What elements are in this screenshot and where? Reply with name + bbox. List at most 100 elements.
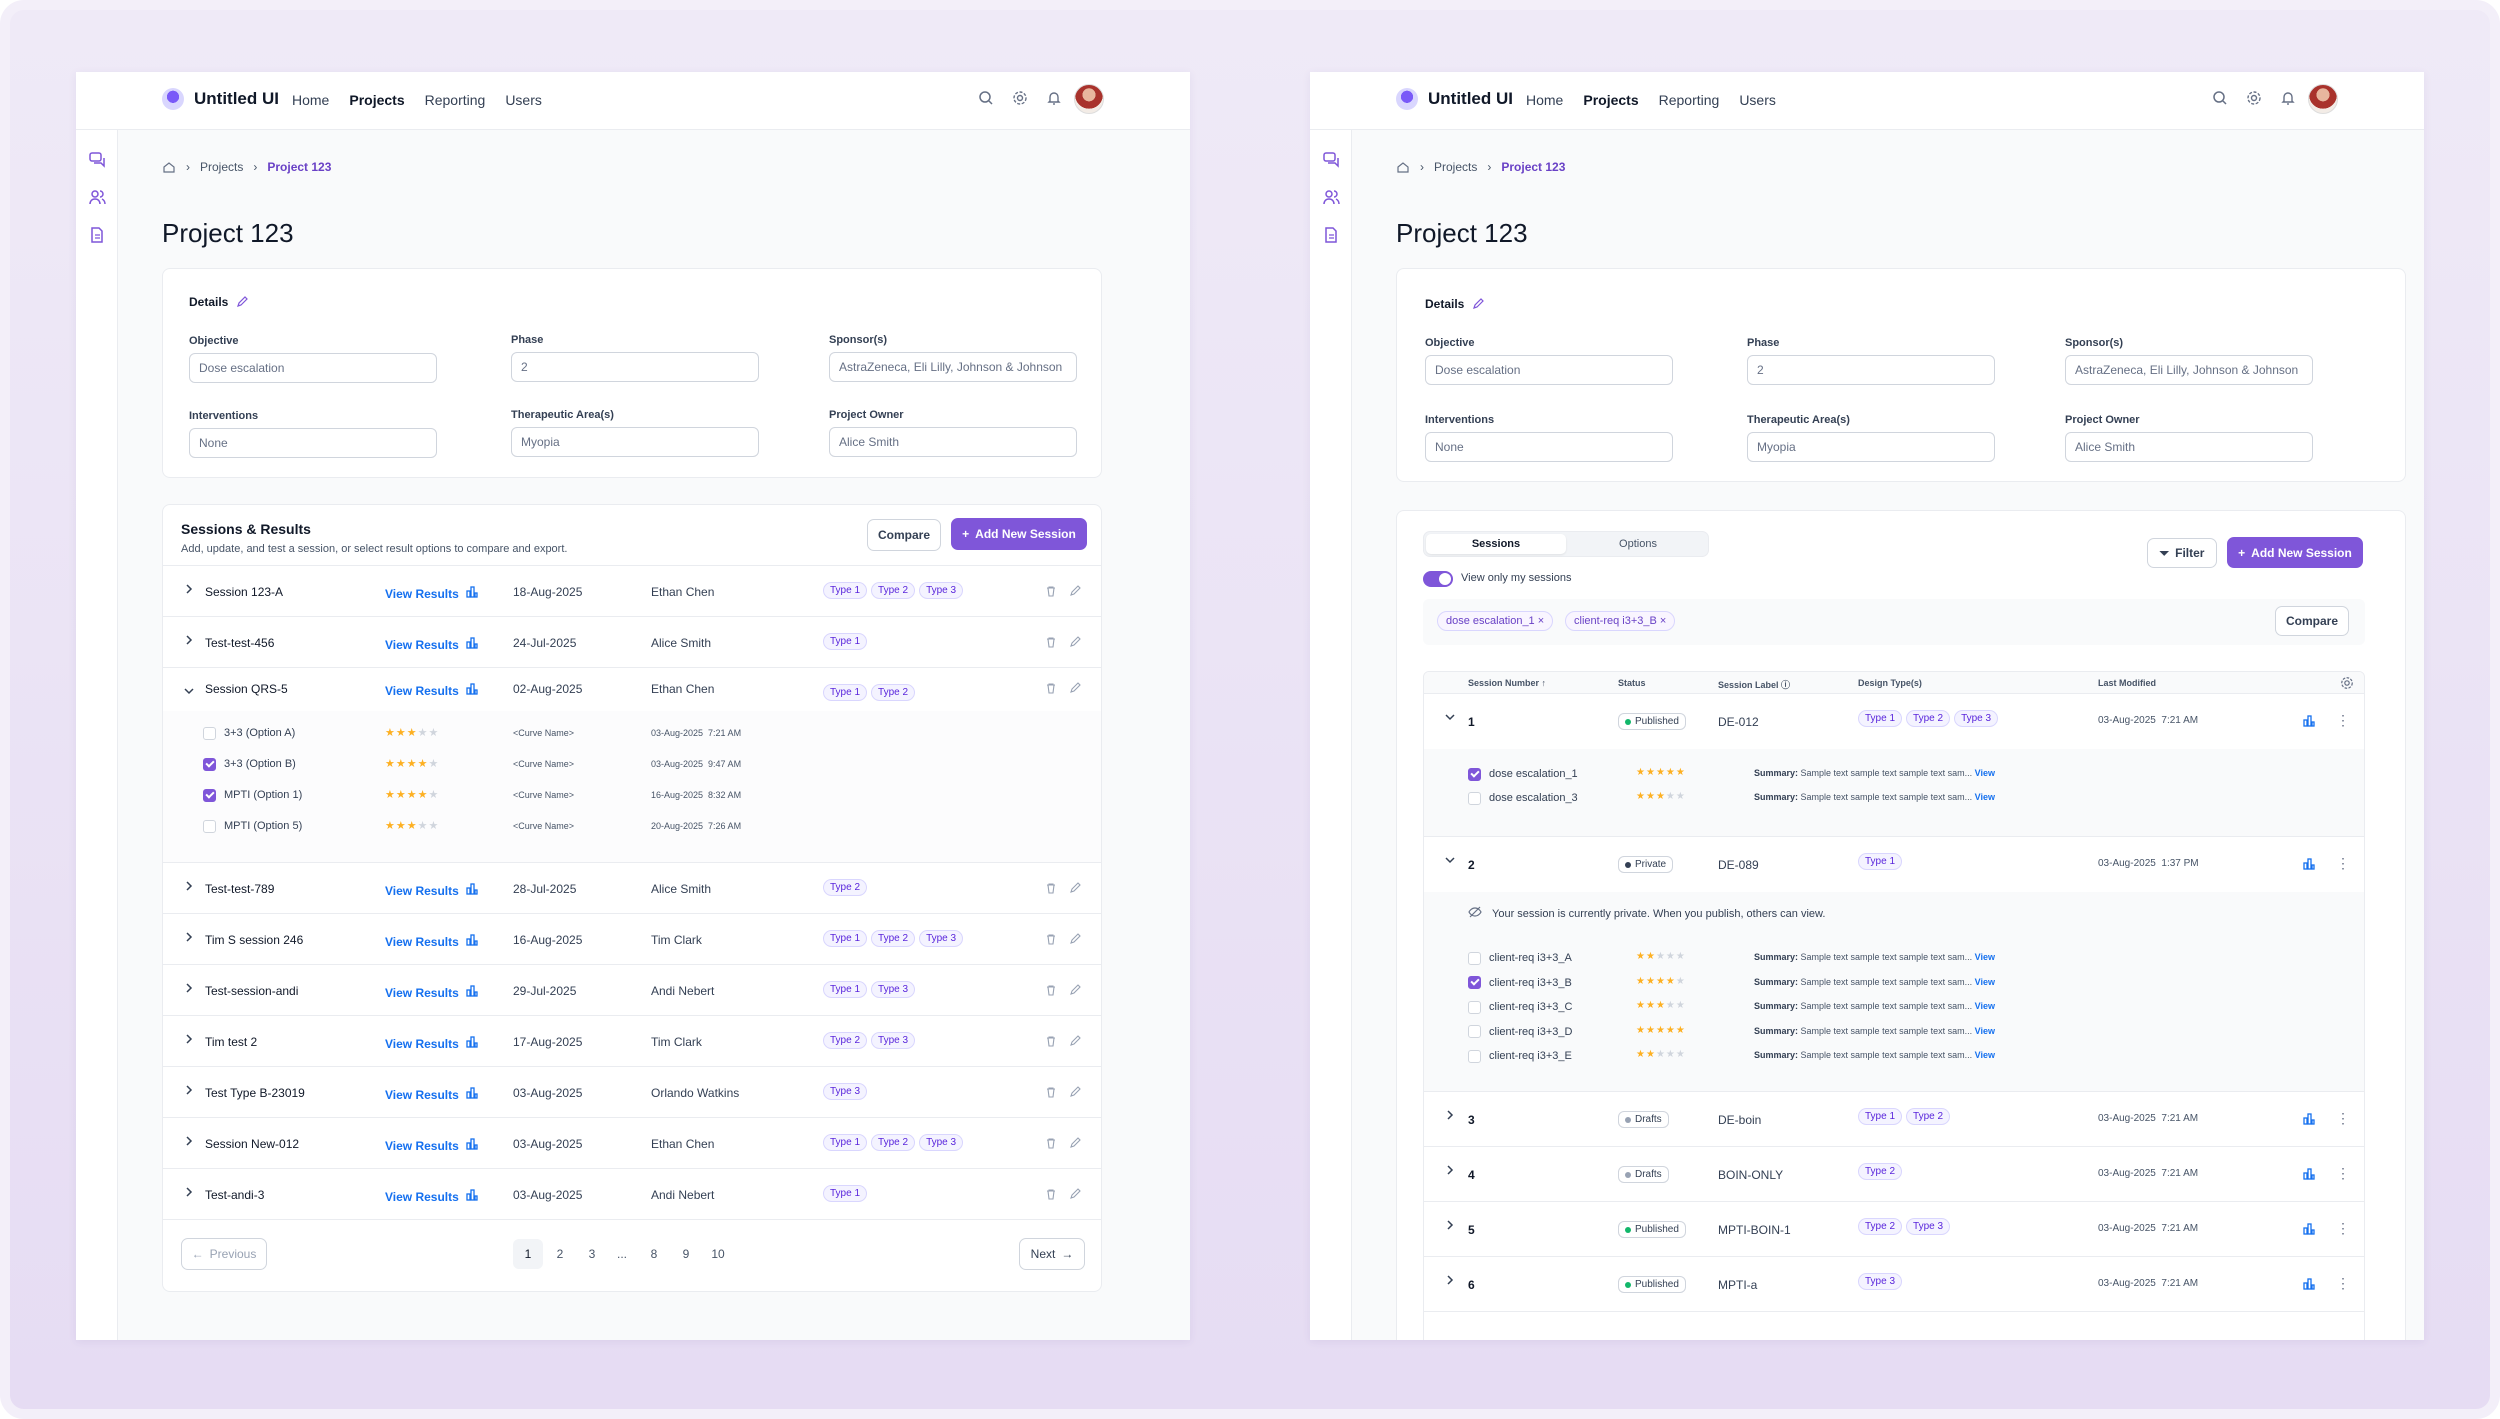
option-checkbox[interactable] [1468,951,1481,965]
breadcrumb-projects[interactable]: Projects [1434,160,1478,174]
compare-button[interactable]: Compare [867,519,941,551]
edit-icon[interactable] [1069,984,1081,999]
interventions-field[interactable]: None [1425,432,1673,462]
col-session-number[interactable]: Session Number ↑ [1468,678,1547,688]
page-button[interactable]: 9 [682,1247,690,1261]
table-row[interactable]: 2 Private DE-089 Type 1 03-Aug-2025 1:37 PM ⋮ [1424,837,2364,892]
nav-home[interactable]: Home [1526,92,1564,108]
option-checkbox[interactable] [203,788,216,802]
nav-reporting[interactable]: Reporting [1658,92,1720,108]
edit-icon[interactable] [236,296,249,308]
therapeutic-field[interactable]: Myopia [511,427,759,457]
trash-icon[interactable] [1045,682,1057,697]
view-results-link[interactable]: View Results [385,636,479,653]
nav-reporting[interactable]: Reporting [424,92,486,108]
more-icon[interactable]: ⋮ [2336,855,2350,871]
chevron-right-icon[interactable] [1444,1219,1456,1231]
chart-icon[interactable] [2302,1112,2316,1129]
chevron-down-icon[interactable] [183,685,195,697]
trash-icon[interactable] [1045,933,1057,948]
option-item[interactable]: 3+3 (Option B) [203,755,296,773]
view-link[interactable]: View [1974,768,1995,778]
edit-icon[interactable] [1069,1086,1081,1101]
breadcrumb-projects[interactable]: Projects [200,160,244,174]
nav-projects[interactable]: Projects [349,92,405,108]
chevron-right-icon[interactable] [183,1033,195,1045]
interventions-field[interactable]: None [189,428,437,458]
table-row[interactable]: Tim test 2 View Results 17-Aug-2025 Tim Cla… [163,1016,1101,1067]
view-link[interactable]: View [1974,976,1995,987]
trash-icon[interactable] [1045,1188,1057,1203]
table-row[interactable]: 5 Published MPTI-BOIN-1 Type 2 Type 3 03-Aug-… [1424,1202,2364,1257]
chevron-right-icon[interactable] [183,1135,195,1147]
option-checkbox[interactable] [203,757,216,771]
table-row[interactable]: 3 Drafts DE-boin Type 1 Type 2 03-Aug-2025 7:… [1424,1092,2364,1147]
option-item[interactable]: dose escalation_1 [1468,765,1578,783]
table-row[interactable]: Session 123-A View Results 18-Aug-2025 Etha… [163,566,1101,617]
view-results-link[interactable]: View Results [385,1086,479,1103]
chip-client-req[interactable]: client-req i3+3_B × [1565,611,1676,631]
edit-icon[interactable] [1069,933,1081,948]
option-checkbox[interactable] [203,726,216,740]
chevron-right-icon[interactable] [1444,1164,1456,1176]
option-checkbox[interactable] [1468,791,1481,805]
chevron-right-icon[interactable] [183,931,195,943]
chevron-down-icon[interactable] [1444,711,1456,723]
trash-icon[interactable] [1045,1137,1057,1152]
option-item[interactable]: 3+3 (Option A) [203,724,295,742]
add-session-button[interactable]: + Add New Session [2227,537,2363,568]
chevron-right-icon[interactable] [183,982,195,994]
chevron-right-icon[interactable] [183,583,195,595]
phase-field[interactable]: 2 [511,352,759,382]
tab-options[interactable]: Options [1619,538,1657,550]
table-row[interactable]: Session New-012 View Results 03-Aug-2025 Et… [163,1118,1101,1169]
option-item[interactable]: MPTI (Option 1) [203,786,302,804]
trash-icon[interactable] [1045,585,1057,600]
compare-button[interactable]: Compare [2275,606,2349,636]
option-checkbox[interactable] [1468,1000,1481,1014]
more-icon[interactable]: ⋮ [2336,1110,2350,1126]
option-item[interactable]: client-req i3+3_A [1468,949,1572,967]
option-item[interactable]: client-req i3+3_C [1468,998,1572,1016]
option-checkbox[interactable] [1468,1025,1481,1038]
edit-icon[interactable] [1069,1035,1081,1050]
objective-field[interactable]: Dose escalation [189,353,437,383]
edit-icon[interactable] [1069,636,1081,651]
trash-icon[interactable] [1045,1086,1057,1101]
table-row[interactable]: 1 Published DE-012 Type 1 Type 2 Type 3 03-Aug… [1424,694,2364,749]
view-results-link[interactable]: View Results [385,682,479,699]
edit-icon[interactable] [1472,298,1485,310]
view-link[interactable]: View [1974,952,1995,962]
option-item[interactable]: client-req i3+3_D [1468,1023,1572,1041]
chart-icon[interactable] [2302,1277,2316,1294]
view-results-link[interactable]: View Results [385,882,479,899]
option-checkbox[interactable] [1468,976,1481,989]
home-icon[interactable] [162,160,176,174]
view-link[interactable]: View [1974,1025,1995,1036]
therapeutic-field[interactable]: Myopia [1747,432,1995,462]
nav-projects[interactable]: Projects [1583,92,1639,108]
chevron-right-icon[interactable] [183,1186,195,1198]
chat-icon[interactable] [88,150,106,168]
search-icon[interactable] [2212,90,2228,106]
page-button[interactable]: 3 [588,1247,596,1261]
option-item[interactable]: dose escalation_3 [1468,789,1578,807]
option-item[interactable]: client-req i3+3_E [1468,1047,1572,1065]
edit-icon[interactable] [1069,882,1081,897]
edit-icon[interactable] [1069,1137,1081,1152]
view-results-link[interactable]: View Results [385,585,479,602]
view-results-link[interactable]: View Results [385,1137,479,1154]
option-item[interactable]: MPTI (Option 5) [203,817,302,835]
logo[interactable]: Untitled UI [1396,88,1513,110]
chevron-right-icon[interactable] [183,880,195,892]
chart-icon[interactable] [2302,1222,2316,1239]
chevron-right-icon[interactable] [1444,1274,1456,1286]
bell-icon[interactable] [2280,90,2296,106]
users-icon[interactable] [88,188,106,206]
more-icon[interactable]: ⋮ [2336,1165,2350,1181]
chevron-right-icon[interactable] [1444,1109,1456,1121]
help-icon[interactable]: ⓘ [1781,680,1791,690]
page-button[interactable]: 8 [650,1247,658,1261]
table-row[interactable]: Test-session-andi View Results 29-Jul-2025… [163,965,1101,1016]
breadcrumb-current[interactable]: Project 123 [1501,160,1566,174]
